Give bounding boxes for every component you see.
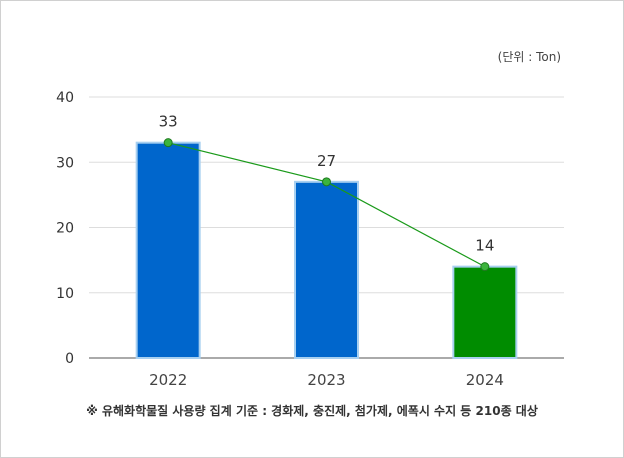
trend-marker: [322, 177, 331, 187]
footnote: ※ 유해화학물질 사용량 집계 기준 : 경화제, 충진제, 첨가제, 에폭시 …: [86, 404, 538, 418]
x-tick-label: 2024: [466, 371, 504, 389]
trend-marker: [163, 138, 173, 148]
y-tick-label: 20: [56, 221, 74, 237]
bar: [452, 265, 518, 359]
data-label: 33: [159, 113, 178, 131]
y-tick-label: 10: [56, 286, 74, 302]
bar: [135, 141, 201, 359]
y-tick-label: 40: [56, 90, 74, 106]
y-tick-label: 30: [56, 155, 74, 171]
data-label: 14: [475, 237, 494, 255]
trend-marker: [480, 262, 490, 272]
y-tick-label: 0: [65, 351, 74, 367]
x-tick-label: 2022: [149, 371, 187, 389]
unit-label: (단위 : Ton): [497, 50, 561, 64]
data-label: 27: [317, 152, 336, 170]
bar: [294, 180, 359, 359]
x-tick-label: 2023: [307, 371, 345, 389]
